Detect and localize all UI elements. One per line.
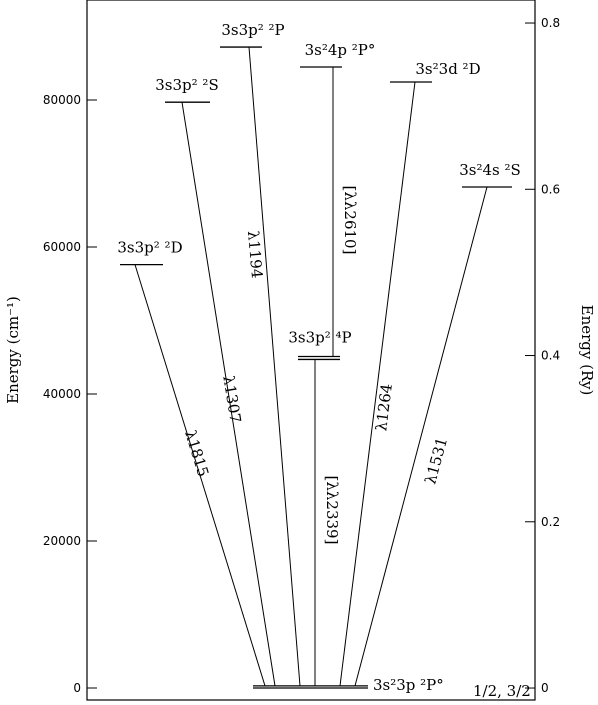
transition-label: λ1531 <box>421 435 451 486</box>
y2-tick-label: 0.2 <box>541 515 560 529</box>
level-label: 3s3p² ²P <box>221 21 284 39</box>
plot-frame <box>86 0 536 701</box>
level-label: 3s²3d ²D <box>415 60 480 78</box>
y-tick-label: 0 <box>73 681 81 695</box>
level-label: 3s²4p ²P° <box>305 41 376 59</box>
transition <box>134 264 266 687</box>
transition-label: λ1307 <box>219 374 244 424</box>
y2-tick-label: 0.6 <box>541 182 560 196</box>
transition <box>339 81 416 686</box>
level-label: 3s3p² ²S <box>155 76 218 94</box>
level-sublabel: 1/2, 3/2 <box>473 682 531 700</box>
level-label: 3s²3p ²P° <box>373 676 444 694</box>
level-label: 3s3p² ²D <box>117 239 182 257</box>
transition-label: [λλ2339] <box>323 476 341 545</box>
level-label: 3s²4s ²S <box>459 161 521 179</box>
transition <box>181 102 276 686</box>
transition-label: λ1194 <box>244 230 266 279</box>
y2-tick-label: 0 <box>541 681 549 695</box>
transition-label: λ1815 <box>181 428 212 479</box>
y-tick-label: 40000 <box>43 387 81 401</box>
y2-tick-label: 0.8 <box>541 16 560 30</box>
transition <box>248 47 301 686</box>
y-tick-label: 60000 <box>43 240 81 254</box>
y-axis-label: Energy (cm⁻¹) <box>4 296 22 404</box>
transition-label: λ1264 <box>372 383 396 433</box>
level-label: 3s3p² ⁴P <box>288 329 351 347</box>
transition <box>354 186 488 687</box>
transition-label: [λλ2610] <box>341 186 359 255</box>
y-tick-label: 20000 <box>43 534 81 548</box>
y-tick-label: 80000 <box>43 93 81 107</box>
y2-axis-label: Energy (Ry) <box>578 305 596 396</box>
y2-tick-label: 0.4 <box>541 349 560 363</box>
